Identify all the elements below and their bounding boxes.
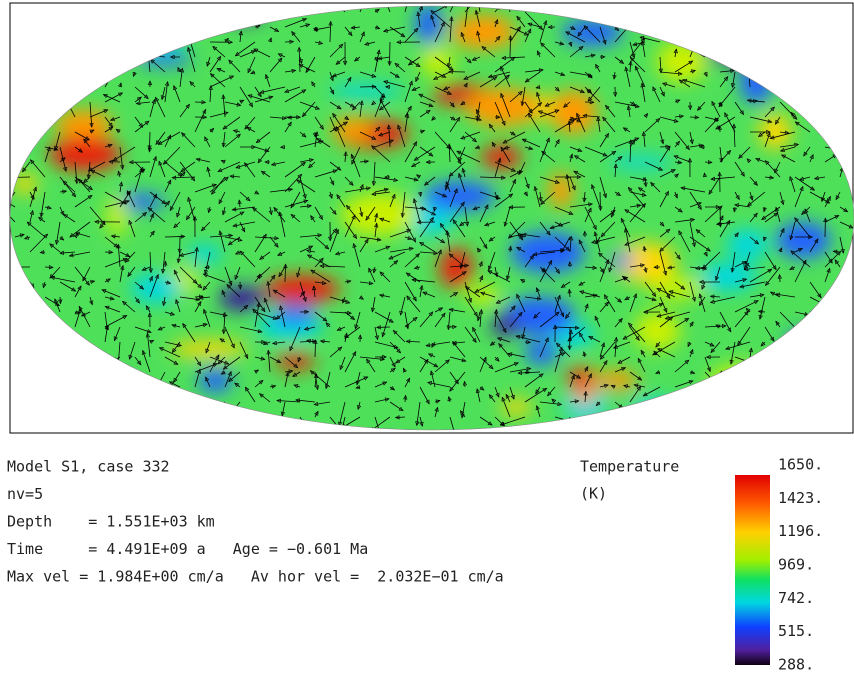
arrow-head xyxy=(452,430,455,434)
arrow-shaft xyxy=(510,36,511,57)
arrow-head xyxy=(829,306,833,309)
colorbar-tick-label: 742. xyxy=(778,589,814,607)
arrow-head xyxy=(232,407,236,411)
field-blob xyxy=(106,33,186,52)
arrow-head xyxy=(153,390,156,394)
field-blob xyxy=(275,353,315,370)
colorbar-tick-label: 1423. xyxy=(778,489,823,507)
arrow-head xyxy=(188,37,191,41)
field-blob xyxy=(787,331,819,351)
info-line: nv=5 xyxy=(7,485,43,503)
field-blob xyxy=(705,49,774,63)
arrow-head xyxy=(714,382,718,386)
arrow-shaft xyxy=(332,0,345,12)
field-blob xyxy=(332,116,374,142)
field-blob xyxy=(722,20,758,50)
field-blob xyxy=(0,59,43,72)
arrow-head xyxy=(747,62,750,66)
colorbar-tick-label: 288. xyxy=(778,656,814,674)
arrow-head xyxy=(343,433,347,437)
arrow-head xyxy=(379,436,382,440)
info-line: Time = 4.491E+09 a Age = −0.601 Ma xyxy=(7,540,368,558)
arrow-shaft xyxy=(564,417,570,437)
colorbar-tick-label: 969. xyxy=(778,556,814,574)
field-blob xyxy=(699,262,757,291)
figure: Model S1, case 332 nv=5 Depth = 1.551E+03 … xyxy=(0,0,854,677)
field-blob xyxy=(628,398,677,416)
colorbar-unit: (K) xyxy=(580,485,607,503)
field-blob xyxy=(775,222,830,259)
arrow-head xyxy=(66,99,69,103)
arrow-head xyxy=(8,199,11,203)
arrow-head xyxy=(694,39,697,43)
field-blob xyxy=(709,364,782,405)
field-blob xyxy=(740,371,801,414)
colorbar-tick-label: 1650. xyxy=(778,456,823,474)
field-blob xyxy=(740,61,773,103)
arrow-shaft xyxy=(149,132,150,149)
arrow-head xyxy=(508,5,511,9)
arrow-head xyxy=(10,265,14,268)
info-line: Max vel = 1.984E+00 cm/a Av hor vel = 2.… xyxy=(7,568,504,586)
field-blob xyxy=(48,137,121,172)
map xyxy=(0,0,854,447)
arrow-head xyxy=(746,359,750,362)
arrow-head xyxy=(301,420,304,424)
field-blob xyxy=(439,247,473,288)
arrow-head xyxy=(626,26,630,30)
arrow-shaft xyxy=(285,264,286,282)
colorbar-title: Temperature xyxy=(580,458,679,476)
field-blob xyxy=(450,15,516,49)
field-blob xyxy=(340,193,417,236)
arrow-head xyxy=(3,209,7,213)
arrow-head xyxy=(6,176,10,179)
arrow-head xyxy=(568,419,572,422)
field-blob xyxy=(272,305,317,323)
arrow-head xyxy=(208,408,212,411)
arrow-head xyxy=(153,54,157,57)
colorbar xyxy=(735,475,770,665)
arrow-shaft xyxy=(72,342,90,357)
arrow-head xyxy=(339,433,342,437)
field-blob xyxy=(500,399,532,415)
arrow-shaft xyxy=(208,402,225,411)
field-blob xyxy=(198,368,232,392)
info-text: Model S1, case 332 nv=5 Depth = 1.551E+03 … xyxy=(7,458,504,586)
field-blob xyxy=(650,276,704,299)
info-line: Model S1, case 332 xyxy=(7,458,170,476)
arrow-head xyxy=(836,147,840,150)
colorbar-ticks: 1650. 1423. 1196. 969. 742. 515. 288. xyxy=(778,456,823,674)
arrow-head xyxy=(0,197,3,200)
field-blob xyxy=(799,408,854,448)
field-blob xyxy=(423,181,495,211)
field-blob xyxy=(169,341,247,358)
arrow-head xyxy=(72,353,76,357)
colorbar-tick-label: 515. xyxy=(778,622,814,640)
field-blob xyxy=(228,7,263,21)
field-blob xyxy=(118,36,144,51)
arrow-head xyxy=(117,362,120,366)
arrow-shaft xyxy=(165,236,185,237)
field-blob xyxy=(55,110,114,140)
field-blob xyxy=(813,31,854,53)
arrow-head xyxy=(361,3,364,7)
arrow-head xyxy=(112,70,115,74)
field-blob xyxy=(187,245,222,264)
field-blob xyxy=(562,19,623,46)
field-blob xyxy=(801,398,854,423)
arrow-head xyxy=(821,302,825,305)
info-line: Depth = 1.551E+03 km xyxy=(7,513,215,531)
colorbar-tick-label: 1196. xyxy=(778,522,823,540)
field-blob xyxy=(739,10,813,28)
field-blob xyxy=(328,84,403,98)
field-blob xyxy=(71,378,139,410)
field-blob xyxy=(727,229,768,261)
